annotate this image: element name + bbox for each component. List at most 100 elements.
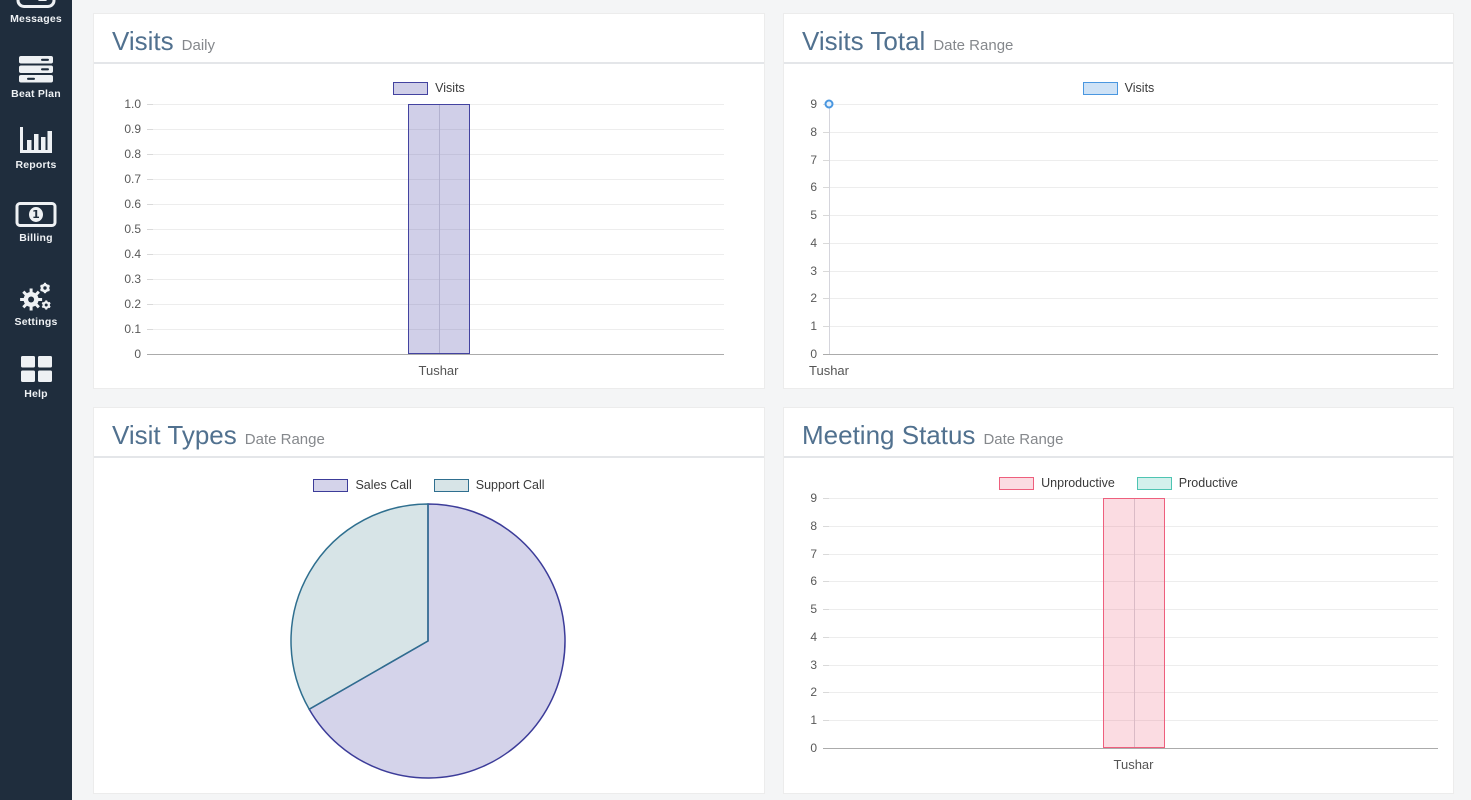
sidebar-item-messages[interactable]: Messages [0, 0, 72, 25]
sidebar-item-label: Messages [10, 13, 62, 25]
axis-tick [147, 179, 153, 180]
axis-tick [823, 581, 829, 583]
panel-title: Visits Total [802, 26, 926, 56]
panel-visit-types: Visit Types Date Range Sales Call Support … [93, 407, 765, 794]
axis-tick [147, 204, 153, 205]
sidebar-item-label: Billing [19, 232, 53, 244]
gridline [829, 159, 1438, 161]
panel-subtitle: Date Range [933, 37, 1014, 54]
bar-visits[interactable] [407, 104, 470, 354]
chart-legend: Sales Call Support Call [94, 478, 764, 492]
axis-tick [823, 748, 829, 749]
axis-tick [823, 159, 829, 161]
gears-icon [20, 282, 51, 311]
grid-icon [20, 356, 52, 382]
gridline [829, 298, 1438, 300]
legend-swatch [1082, 81, 1118, 95]
chat-icon [16, 0, 56, 8]
sidebar-item-label: Help [24, 388, 48, 400]
sidebar-item-label: Reports [15, 159, 57, 171]
y-tick-label: 2 [810, 685, 817, 700]
axis-tick [147, 254, 153, 255]
y-tick-label: 0.9 [124, 122, 141, 136]
gridline [829, 187, 1438, 189]
meeting-status-chart: Unproductive Productive 9 8 7 6 5 4 3 2 1 0 Tushar [784, 460, 1453, 793]
axis-tick [823, 354, 829, 355]
axis-tick [147, 129, 153, 130]
data-point-visits[interactable] [824, 99, 834, 109]
axis-tick [147, 229, 153, 230]
axis-tick [823, 720, 829, 722]
y-tick-label: 1 [810, 713, 817, 728]
panel-header: Visits Daily [94, 14, 764, 64]
legend-swatch [313, 478, 349, 492]
legend-label: Support Call [475, 478, 545, 492]
axis-tick [823, 298, 829, 300]
gridline [829, 748, 1438, 749]
sidebar-item-settings[interactable]: Settings [0, 281, 72, 328]
y-tick-label: 0.4 [124, 247, 141, 261]
legend-item-sales-call[interactable]: Sales Call [313, 478, 412, 492]
sidebar-item-reports[interactable]: Reports [0, 126, 72, 171]
y-tick-label: 0.8 [124, 147, 141, 161]
sidebar: Messages Beat Plan Reports 1 Bill [0, 0, 72, 800]
banknote-icon: 1 [15, 202, 57, 227]
y-tick-label: 3 [810, 657, 817, 672]
y-tick-label: 0.5 [124, 222, 141, 236]
legend-item-unproductive[interactable]: Unproductive [999, 476, 1115, 490]
x-tick-label: Tushar [1113, 757, 1154, 772]
bar-chart-icon [20, 127, 52, 153]
panel-subtitle: Date Range [244, 431, 325, 448]
chart-legend: Visits [94, 81, 764, 95]
visit-types-chart: Sales Call Support Call [94, 460, 764, 793]
y-tick-label: 6 [810, 574, 817, 589]
gridline-vertical [1133, 498, 1135, 748]
y-tick-label: 7 [810, 546, 817, 561]
sidebar-item-help[interactable]: Help [0, 355, 72, 400]
pie-slice-support-call[interactable] [290, 503, 429, 711]
y-tick-label: 4 [810, 235, 817, 250]
axis-tick [823, 553, 829, 555]
panel-meeting-status: Meeting Status Date Range Unproductive Pro… [783, 407, 1454, 794]
legend-swatch [1136, 476, 1172, 490]
y-tick-label: 0.6 [124, 197, 141, 211]
legend-item-support-call[interactable]: Support Call [433, 478, 545, 492]
y-tick-label: 0 [810, 741, 817, 755]
visits-total-chart: Visits 9 8 7 6 5 4 3 2 1 0 Tushar [784, 66, 1453, 388]
legend-swatch [393, 81, 429, 95]
legend-item-productive[interactable]: Productive [1136, 476, 1238, 490]
axis-tick [823, 498, 829, 499]
sidebar-item-beat-plan[interactable]: Beat Plan [0, 56, 72, 100]
y-tick-label: 5 [810, 602, 817, 617]
pie-chart [283, 496, 573, 791]
y-tick-label: 1 [810, 319, 817, 334]
y-tick-label: 0.7 [124, 172, 141, 186]
panel-header: Meeting Status Date Range [784, 408, 1453, 458]
sidebar-item-billing[interactable]: 1 Billing [0, 202, 72, 244]
panel-subtitle: Daily [181, 37, 215, 54]
panel-title: Visit Types [112, 420, 237, 450]
legend-label: Unproductive [1041, 476, 1115, 490]
pie-slice-sales-call[interactable] [308, 503, 566, 779]
legend-item-visits[interactable]: Visits [393, 81, 465, 95]
axis-tick [147, 154, 153, 155]
gridline [153, 354, 724, 355]
svg-text:1: 1 [32, 208, 40, 221]
y-tick-label: 9 [810, 491, 817, 505]
axis-tick [823, 636, 829, 638]
axis-tick [147, 304, 153, 305]
server-stack-icon [19, 56, 53, 83]
panel-subtitle: Date Range [983, 431, 1064, 448]
axis-tick [147, 104, 153, 105]
x-tick-label: Tushar [809, 363, 849, 378]
y-tick-label: 8 [810, 518, 817, 533]
legend-item-visits[interactable]: Visits [1082, 81, 1154, 95]
axis-tick [823, 270, 829, 272]
gridline [829, 270, 1438, 272]
panel-visits-daily: Visits Daily Visits 1.0 0.9 0.8 0.7 0.6 0.5 0.4 0… [93, 13, 765, 389]
axis-tick [147, 279, 153, 280]
gridline [829, 242, 1438, 244]
axis-tick [823, 242, 829, 244]
bar-unproductive[interactable] [1102, 498, 1165, 748]
